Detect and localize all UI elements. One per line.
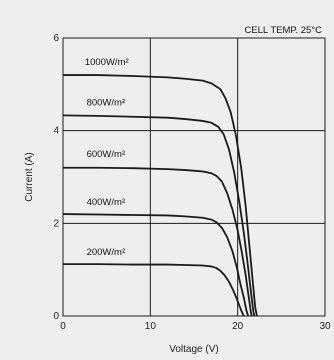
y-tick-label: 0 <box>53 311 59 322</box>
x-axis-title: Voltage (V) <box>169 344 218 355</box>
y-tick-label: 4 <box>53 126 59 137</box>
x-tick-label: 20 <box>232 321 244 332</box>
y-tick-label: 6 <box>53 33 59 44</box>
y-tick-label: 2 <box>53 218 59 229</box>
plot-area <box>62 37 326 317</box>
x-tick-label: 10 <box>145 321 157 332</box>
series-line <box>63 263 245 317</box>
series-label: 200W/m² <box>87 247 126 258</box>
series-label: 600W/m² <box>87 149 126 160</box>
series-lines <box>62 74 258 317</box>
tick-labels: 0 10 20 30 0 2 4 6 <box>53 33 331 332</box>
series-labels: 1000W/m² 800W/m² 600W/m² 400W/m² 200W/m² <box>85 57 129 258</box>
series-line <box>62 213 250 317</box>
cell-temperature-annotation: CELL TEMP. 25°C <box>244 25 322 36</box>
x-tick-label: 30 <box>319 321 331 332</box>
y-axis-title: Current (A) <box>24 152 35 201</box>
series-label: 400W/m² <box>87 197 126 208</box>
series-line <box>62 114 256 317</box>
series-line <box>63 74 258 317</box>
series-line <box>63 166 253 317</box>
series-label: 800W/m² <box>87 98 126 109</box>
series-label: 1000W/m² <box>85 57 129 68</box>
x-tick-label: 0 <box>60 321 66 332</box>
